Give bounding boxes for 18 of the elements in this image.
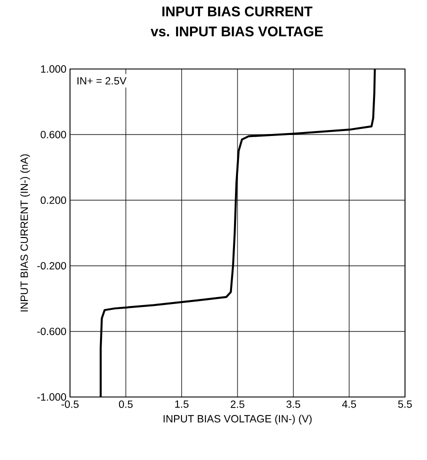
y-tick-label: -0.200: [37, 262, 66, 270]
chart-title: INPUT BIAS CURRENT: [162, 6, 312, 16]
y-tick-label: 1.000: [41, 65, 66, 73]
y-tick-label: -1.000: [37, 393, 66, 401]
x-tick-label: 0.5: [118, 400, 133, 408]
annotation: IN+ = 2.5V: [78, 77, 126, 85]
x-axis-title: INPUT BIAS VOLTAGE (IN-) (V): [164, 414, 312, 425]
x-tick-label: 3.5: [286, 400, 300, 408]
y-tick-label: -0.600: [37, 328, 66, 336]
x-tick-label: 1.5: [175, 400, 188, 408]
y-tick-label: 0.200: [40, 196, 66, 204]
x-tick-label: -0.5: [61, 400, 79, 408]
x-tick-label: 4.5: [342, 400, 356, 408]
y-tick-label: 0.600: [40, 130, 66, 138]
x-tick-label: 5.5: [398, 400, 412, 408]
x-tick-label: 2.5: [230, 400, 244, 408]
chart-subtitle: vs. INPUT BIAS VOLTAGE: [150, 26, 323, 36]
y-axis-title: INPUT BIAS CURRENT (IN-) (nA): [20, 154, 30, 312]
